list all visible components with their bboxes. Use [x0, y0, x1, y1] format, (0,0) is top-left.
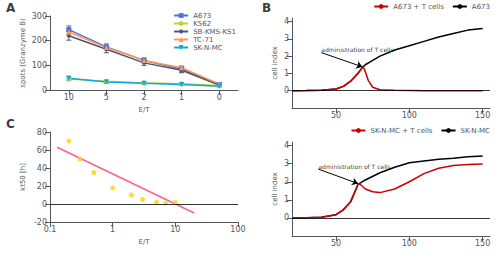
svg-text:administration of T cells: administration of T cells: [318, 163, 390, 170]
svg-text:0: 0: [217, 93, 222, 102]
svg-text:1: 1: [179, 93, 184, 102]
svg-text:K562: K562: [193, 20, 211, 28]
svg-text:40: 40: [37, 164, 47, 173]
svg-text:100: 100: [402, 239, 417, 248]
svg-text:0: 0: [284, 213, 289, 222]
svg-text:2: 2: [284, 52, 289, 61]
svg-text:20: 20: [37, 182, 47, 191]
svg-text:100: 100: [32, 61, 47, 70]
svg-text:3: 3: [284, 159, 289, 168]
svg-text:0.1: 0.1: [44, 225, 57, 234]
svg-text:2: 2: [141, 93, 146, 102]
svg-text:50: 50: [331, 111, 341, 120]
svg-text:C: C: [6, 117, 15, 131]
svg-text:administration of T cells: administration of T cells: [321, 46, 393, 53]
svg-text:A673 + T cells: A673 + T cells: [393, 3, 444, 11]
svg-text:B: B: [262, 1, 271, 15]
svg-text:150: 150: [475, 111, 490, 120]
svg-text:SK-N-MC: SK-N-MC: [460, 127, 490, 135]
svg-text:50: 50: [331, 239, 341, 248]
svg-text:300: 300: [32, 12, 47, 21]
svg-text:100: 100: [230, 225, 245, 234]
svg-text:0: 0: [284, 86, 289, 95]
svg-text:150: 150: [475, 239, 490, 248]
svg-text:kt50 [h]: kt50 [h]: [19, 163, 27, 191]
svg-text:4: 4: [284, 141, 289, 150]
svg-text:10: 10: [64, 93, 74, 102]
svg-text:E/T: E/T: [138, 238, 150, 246]
svg-text:10: 10: [170, 225, 180, 234]
svg-text:-20: -20: [33, 217, 47, 227]
svg-text:SB-KMS-KS1: SB-KMS-KS1: [193, 28, 236, 36]
svg-text:TC-71: TC-71: [192, 36, 213, 44]
svg-text:A: A: [6, 1, 16, 15]
svg-text:cell index: cell index: [271, 46, 279, 79]
svg-text:E/T: E/T: [138, 106, 150, 114]
svg-text:SK-N-MC + T cells: SK-N-MC + T cells: [370, 127, 432, 135]
svg-text:1: 1: [284, 195, 289, 204]
svg-text:0: 0: [42, 200, 47, 209]
svg-text:cell index: cell index: [271, 172, 279, 205]
svg-text:200: 200: [32, 36, 47, 45]
svg-text:60: 60: [37, 146, 47, 155]
svg-text:3: 3: [284, 34, 289, 43]
svg-text:4: 4: [284, 17, 289, 26]
svg-text:100: 100: [402, 111, 417, 120]
svg-text:5: 5: [104, 93, 109, 102]
svg-text:spots (Granzyme B): spots (Granzyme B): [19, 18, 27, 88]
svg-text:SK-N-MC: SK-N-MC: [193, 44, 223, 52]
svg-text:1: 1: [110, 225, 115, 234]
svg-text:80: 80: [37, 128, 47, 137]
svg-text:A673: A673: [193, 12, 211, 20]
svg-text:1: 1: [284, 69, 289, 78]
svg-text:2: 2: [284, 177, 289, 186]
svg-text:0: 0: [42, 86, 47, 95]
svg-text:A673: A673: [472, 3, 490, 11]
